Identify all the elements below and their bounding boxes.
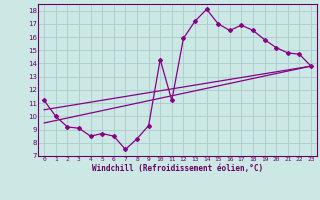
X-axis label: Windchill (Refroidissement éolien,°C): Windchill (Refroidissement éolien,°C) <box>92 164 263 173</box>
